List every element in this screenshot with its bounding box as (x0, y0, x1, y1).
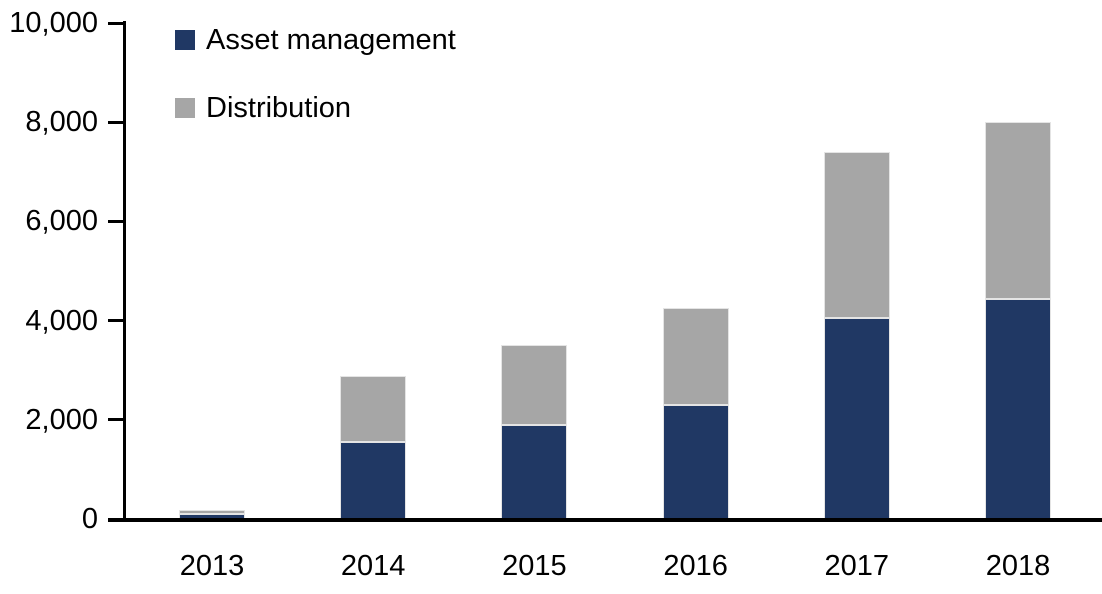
x-axis-label: 2016 (663, 550, 728, 582)
legend-item-asset-management: Asset management (175, 24, 456, 56)
y-axis-tick (108, 219, 125, 223)
bar-segment-asset-management-2015 (501, 424, 568, 519)
bar-segment-distribution-2013 (179, 509, 245, 515)
x-axis-label: 2018 (985, 550, 1051, 582)
bar-segment-asset-management-2018 (985, 299, 1051, 519)
bar-segment-asset-management-2014 (340, 442, 407, 519)
y-axis-label: 6,000 (25, 205, 98, 238)
legend-item-distribution: Distribution (175, 92, 351, 124)
bar-segment-distribution-2015 (501, 345, 568, 425)
y-axis-label: 2,000 (25, 403, 98, 436)
y-axis-tick (108, 21, 125, 25)
y-axis-label: 8,000 (25, 106, 98, 139)
y-axis-label: 4,000 (25, 304, 98, 337)
y-axis-line (123, 21, 126, 522)
bar-segment-asset-management-2016 (662, 404, 729, 519)
bar-segment-distribution-2014 (340, 376, 407, 443)
x-axis-label: 2013 (179, 550, 245, 582)
bar-segment-distribution-2017 (823, 151, 890, 319)
y-axis-label: 0 (81, 503, 98, 535)
legend-label-asset-management: Asset management (206, 23, 456, 56)
bar-segment-asset-management-2017 (823, 318, 890, 519)
bar-segment-distribution-2018 (985, 122, 1051, 300)
y-axis-label: 10,000 (9, 7, 98, 39)
x-axis-line (108, 518, 1102, 522)
y-axis-tick (108, 120, 125, 124)
x-axis-label: 2014 (340, 550, 406, 582)
bar-segment-distribution-2016 (662, 308, 729, 405)
y-axis-tick (108, 418, 125, 422)
y-axis-tick (108, 319, 125, 323)
x-axis-label: 2015 (502, 550, 567, 582)
legend-label-distribution: Distribution (206, 91, 352, 124)
x-axis-label: 2017 (824, 550, 890, 582)
legend-swatch-distribution (175, 98, 195, 118)
legend-swatch-asset-management (175, 30, 195, 50)
